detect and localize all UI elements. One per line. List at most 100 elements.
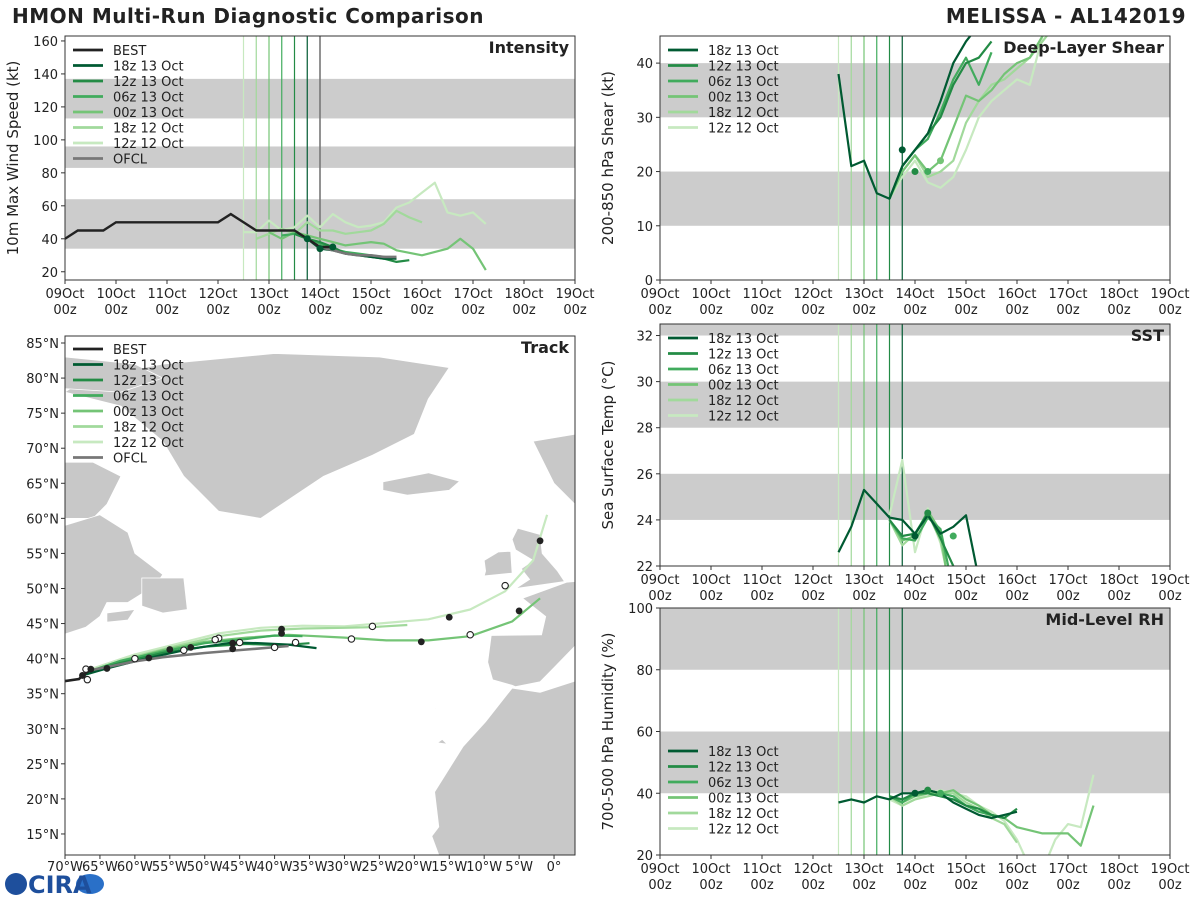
sst-marker-1 — [924, 509, 932, 517]
track-panel: 15°N 20°N 25°N 30°N 35°N 40°N 45°N 50°N 55°N 60°N… — [26, 335, 576, 875]
intensity-xtick-hour: 00z — [155, 303, 179, 318]
track-filled-point — [515, 607, 523, 615]
track-series-4 — [92, 623, 408, 671]
rh-legend-label: 00z 13 Oct — [708, 792, 779, 807]
storm-title: MELISSA - AL142019 — [945, 4, 1186, 28]
intensity-point-1 — [316, 245, 324, 253]
track-open-point — [466, 631, 474, 639]
rh-xtick-day: 16Oct — [997, 862, 1036, 877]
track-filled-point — [278, 625, 285, 633]
track-series-5 — [92, 514, 549, 670]
track-legend-label: 06z 13 Oct — [113, 390, 184, 405]
rh-series-4 — [888, 792, 1018, 844]
intensity-legend-label: 00z 13 Oct — [113, 106, 184, 121]
intensity-ytick-label: 80 — [41, 167, 58, 182]
rh-xtick-hour: 00z — [1056, 878, 1080, 893]
sst-xtick-day: 15Oct — [946, 573, 985, 588]
sst-plot-area — [660, 324, 1170, 566]
sst-xtick-hour: 00z — [1056, 589, 1080, 604]
rh-series-2 — [889, 789, 1005, 820]
track-xtick-label: 55°W — [152, 860, 188, 875]
shear-xtick-day: 09Oct — [640, 287, 679, 302]
track-legend-label: 12z 13 Oct — [113, 374, 184, 389]
sst-ytick-label: 30 — [636, 376, 653, 391]
sst-series-0 — [837, 488, 978, 566]
sst-ytick-label: 28 — [636, 422, 653, 437]
track-open-point — [211, 635, 219, 644]
track-ytick-label: 30°N — [26, 723, 59, 738]
intensity-ytick-label: 60 — [41, 200, 58, 215]
land-mass-8 — [382, 472, 461, 496]
rh-xtick-hour: 00z — [801, 878, 825, 893]
rh-band-0 — [660, 731, 1170, 794]
shear-band-0 — [660, 171, 1170, 226]
rh-xtick-day: 13Oct — [844, 862, 883, 877]
rh-xtick-hour: 00z — [648, 878, 672, 893]
track-xtick-label: 60°W — [117, 860, 153, 875]
shear-xtick-hour: 00z — [1158, 303, 1182, 318]
sst-marker-2 — [949, 532, 957, 540]
shear-xtick-day: 10Oct — [691, 287, 730, 302]
track-ytick-label: 50°N — [26, 582, 59, 597]
intensity-plot-area — [65, 36, 575, 280]
sst-xtick-day: 14Oct — [895, 573, 934, 588]
intensity-ytick-label: 40 — [41, 233, 58, 248]
sst-legend-label: 18z 13 Oct — [708, 332, 779, 347]
intensity-xtick-hour: 00z — [53, 303, 77, 318]
shear-xtick-hour: 00z — [852, 303, 876, 318]
rh-xtick-day: 15Oct — [946, 862, 985, 877]
track-xtick-label: 20°W — [396, 860, 432, 875]
shear-panel: 01020304009Oct00z10Oct00z11Oct00z12Oct00… — [599, 35, 1190, 318]
intensity-xtick-day: 14Oct — [300, 287, 339, 302]
track-filled-point — [417, 638, 425, 646]
track-legend-label: 00z 13 Oct — [113, 405, 184, 420]
intensity-xtick-hour: 00z — [257, 303, 281, 318]
intensity-xtick-hour: 00z — [410, 303, 434, 318]
shear-xtick-hour: 00z — [954, 303, 978, 318]
intensity-legend-label: BEST — [113, 44, 146, 59]
intensity-ylabel: 10m Max Wind Speed (kt) — [4, 61, 22, 256]
track-open-point — [291, 638, 300, 647]
shear-marker-0 — [898, 146, 906, 154]
track-open-point — [235, 638, 244, 647]
track-open-point — [270, 643, 279, 652]
sst-legend-label: 06z 13 Oct — [708, 363, 779, 378]
shear-series-5 — [888, 36, 1044, 200]
track-frame — [64, 335, 576, 856]
intensity-panel: 2040608010012014016009Oct00z10Oct00z11Oc… — [4, 35, 595, 318]
track-xtick-label: 70°W — [47, 860, 83, 875]
intensity-ytick-label: 120 — [33, 101, 58, 116]
shear-band-1 — [660, 63, 1170, 118]
sst-marker-0 — [911, 532, 919, 540]
rh-ytick-label: 100 — [628, 602, 653, 617]
track-ytick-label: 65°N — [26, 477, 59, 492]
sst-xtick-hour: 00z — [699, 589, 723, 604]
shear-xtick-hour: 00z — [903, 303, 927, 318]
intensity-xtick-day: 16Oct — [402, 287, 441, 302]
track-xtick-label: 5°W — [505, 860, 533, 875]
sst-panel: 22242628303209Oct00z10Oct00z11Oct00z12Oc… — [599, 323, 1190, 604]
shear-xtick-day: 15Oct — [946, 287, 985, 302]
sst-xtick-hour: 00z — [648, 589, 672, 604]
sst-ytick-label: 22 — [636, 560, 653, 575]
sst-xtick-hour: 00z — [954, 589, 978, 604]
rh-legend-label: 18z 12 Oct — [708, 807, 779, 822]
sst-xtick-day: 12Oct — [793, 573, 832, 588]
track-legend-label: BEST — [113, 343, 146, 358]
intensity-xtick-day: 13Oct — [249, 287, 288, 302]
shear-xtick-hour: 00z — [750, 303, 774, 318]
track-xtick-label: 30°W — [326, 860, 362, 875]
shear-marker-1 — [911, 168, 919, 176]
sst-series-4 — [888, 511, 947, 566]
intensity-point-0 — [303, 235, 311, 243]
track-legend-label: 18z 12 Oct — [113, 421, 184, 436]
track-xtick-label: 10°W — [466, 860, 502, 875]
rh-xtick-day: 14Oct — [895, 862, 934, 877]
land-mass-12 — [487, 581, 575, 688]
sst-xtick-day: 13Oct — [844, 573, 883, 588]
sst-xtick-day: 09Oct — [640, 573, 679, 588]
shear-plot-area — [660, 36, 1170, 280]
sst-xtick-hour: 00z — [1158, 589, 1182, 604]
rh-panel: 2040608010009Oct00z10Oct00z11Oct00z12Oct… — [599, 602, 1190, 893]
shear-legend-label: 18z 13 Oct — [708, 44, 779, 59]
